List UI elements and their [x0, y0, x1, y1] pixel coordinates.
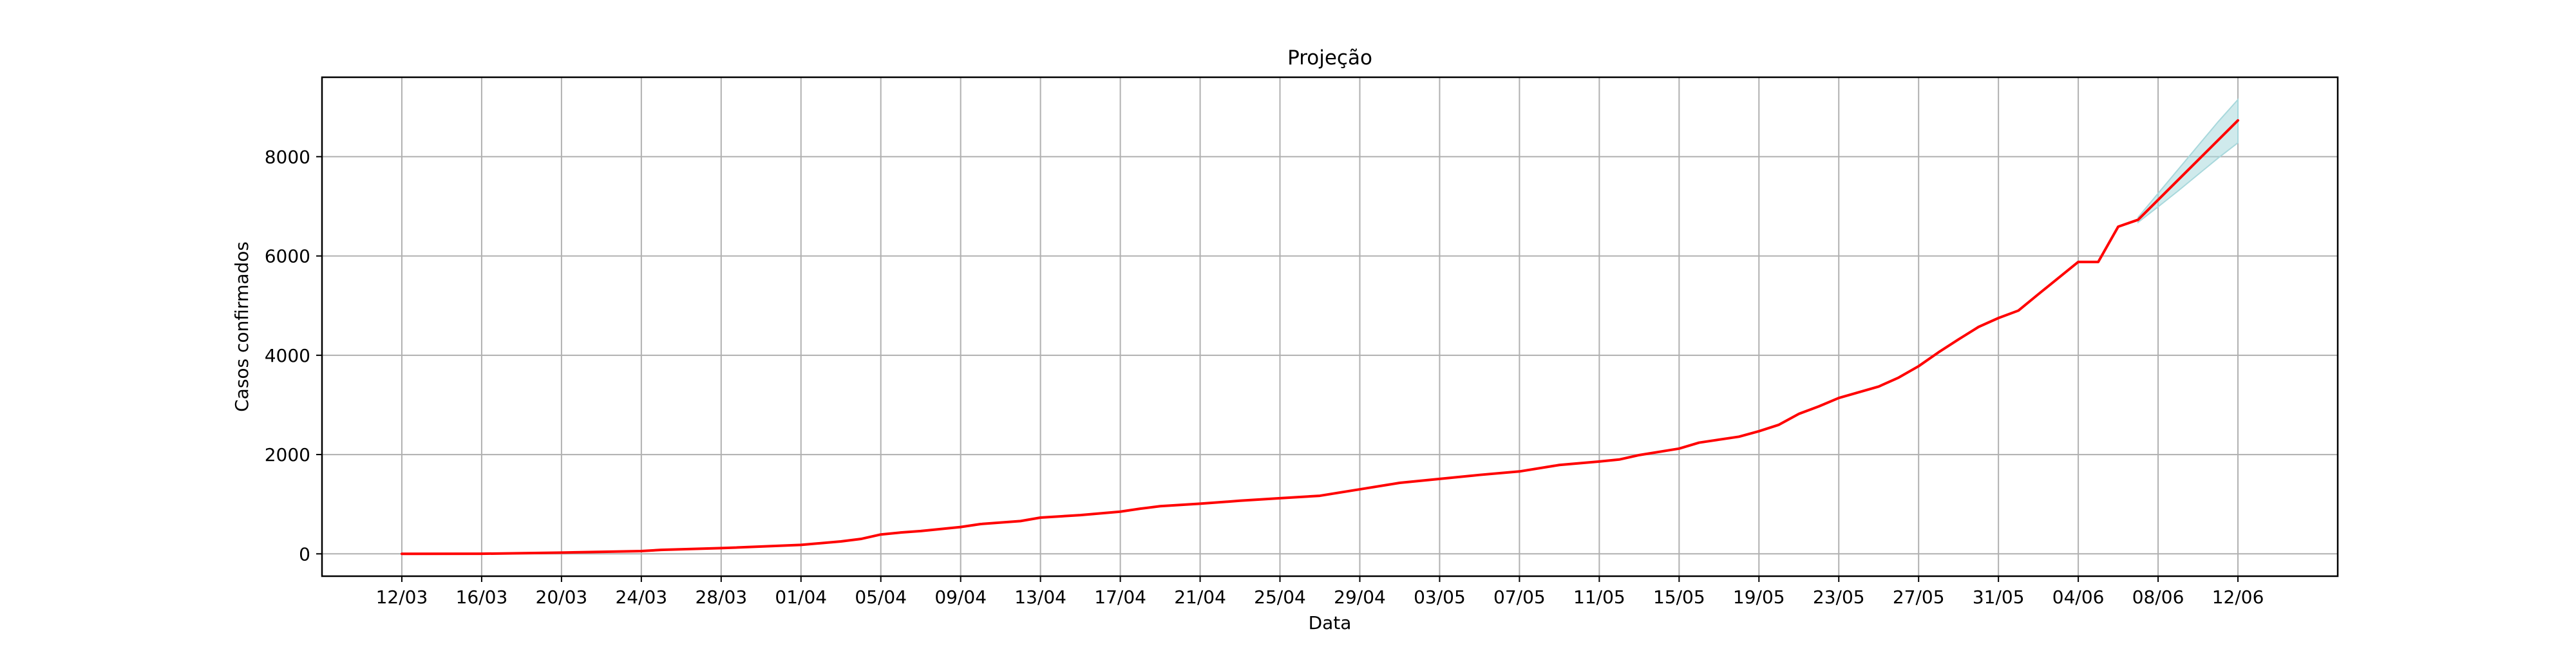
y-tick-label: 8000 [265, 146, 310, 167]
x-tick-label: 12/06 [2212, 586, 2264, 608]
x-tick-label: 28/03 [695, 586, 747, 608]
y-tick-label: 6000 [265, 246, 310, 267]
x-tick-label: 01/04 [775, 586, 827, 608]
x-tick-label: 27/05 [1893, 586, 1945, 608]
x-tick-label: 16/03 [456, 586, 508, 608]
x-tick-label: 24/03 [615, 586, 667, 608]
x-tick-label: 21/04 [1174, 586, 1226, 608]
x-tick-label: 15/05 [1653, 586, 1705, 608]
x-tick-label: 07/05 [1493, 586, 1546, 608]
y-tick-label: 0 [299, 543, 310, 565]
x-tick-label: 04/06 [2052, 586, 2105, 608]
x-tick-label: 17/04 [1094, 586, 1146, 608]
x-tick-label: 12/03 [376, 586, 428, 608]
confidence-band [2137, 98, 2239, 224]
plot-frame [321, 76, 2339, 577]
y-axis-label: Casos confirmados [231, 241, 252, 412]
x-tick-label: 29/04 [1334, 586, 1386, 608]
x-tick-label: 19/05 [1733, 586, 1785, 608]
y-tick-label: 2000 [265, 444, 310, 465]
y-tick-label: 4000 [265, 345, 310, 366]
x-tick-label: 03/05 [1414, 586, 1466, 608]
x-tick-label: 09/04 [934, 586, 987, 608]
x-tick-label: 11/05 [1573, 586, 1625, 608]
x-tick-label: 05/04 [855, 586, 907, 608]
x-tick-label: 23/05 [1813, 586, 1865, 608]
x-tick-label: 20/03 [536, 586, 588, 608]
series-line [400, 119, 2240, 556]
x-tick-label: 25/04 [1254, 586, 1306, 608]
x-tick-label: 08/06 [2132, 586, 2184, 608]
chart-title: Projeção [1287, 46, 1372, 70]
tick-layer: 12/03 16/03 20/03 24/03 28/03 01/04 05/04 09/04… [265, 146, 2264, 608]
confidence-band-layer [2137, 98, 2239, 224]
grid-layer [322, 77, 2338, 576]
series-layer [400, 119, 2240, 556]
x-tick-label: 31/05 [1973, 586, 2025, 608]
x-tick-label: 13/04 [1014, 586, 1066, 608]
x-axis-label: Data [1309, 612, 1352, 633]
